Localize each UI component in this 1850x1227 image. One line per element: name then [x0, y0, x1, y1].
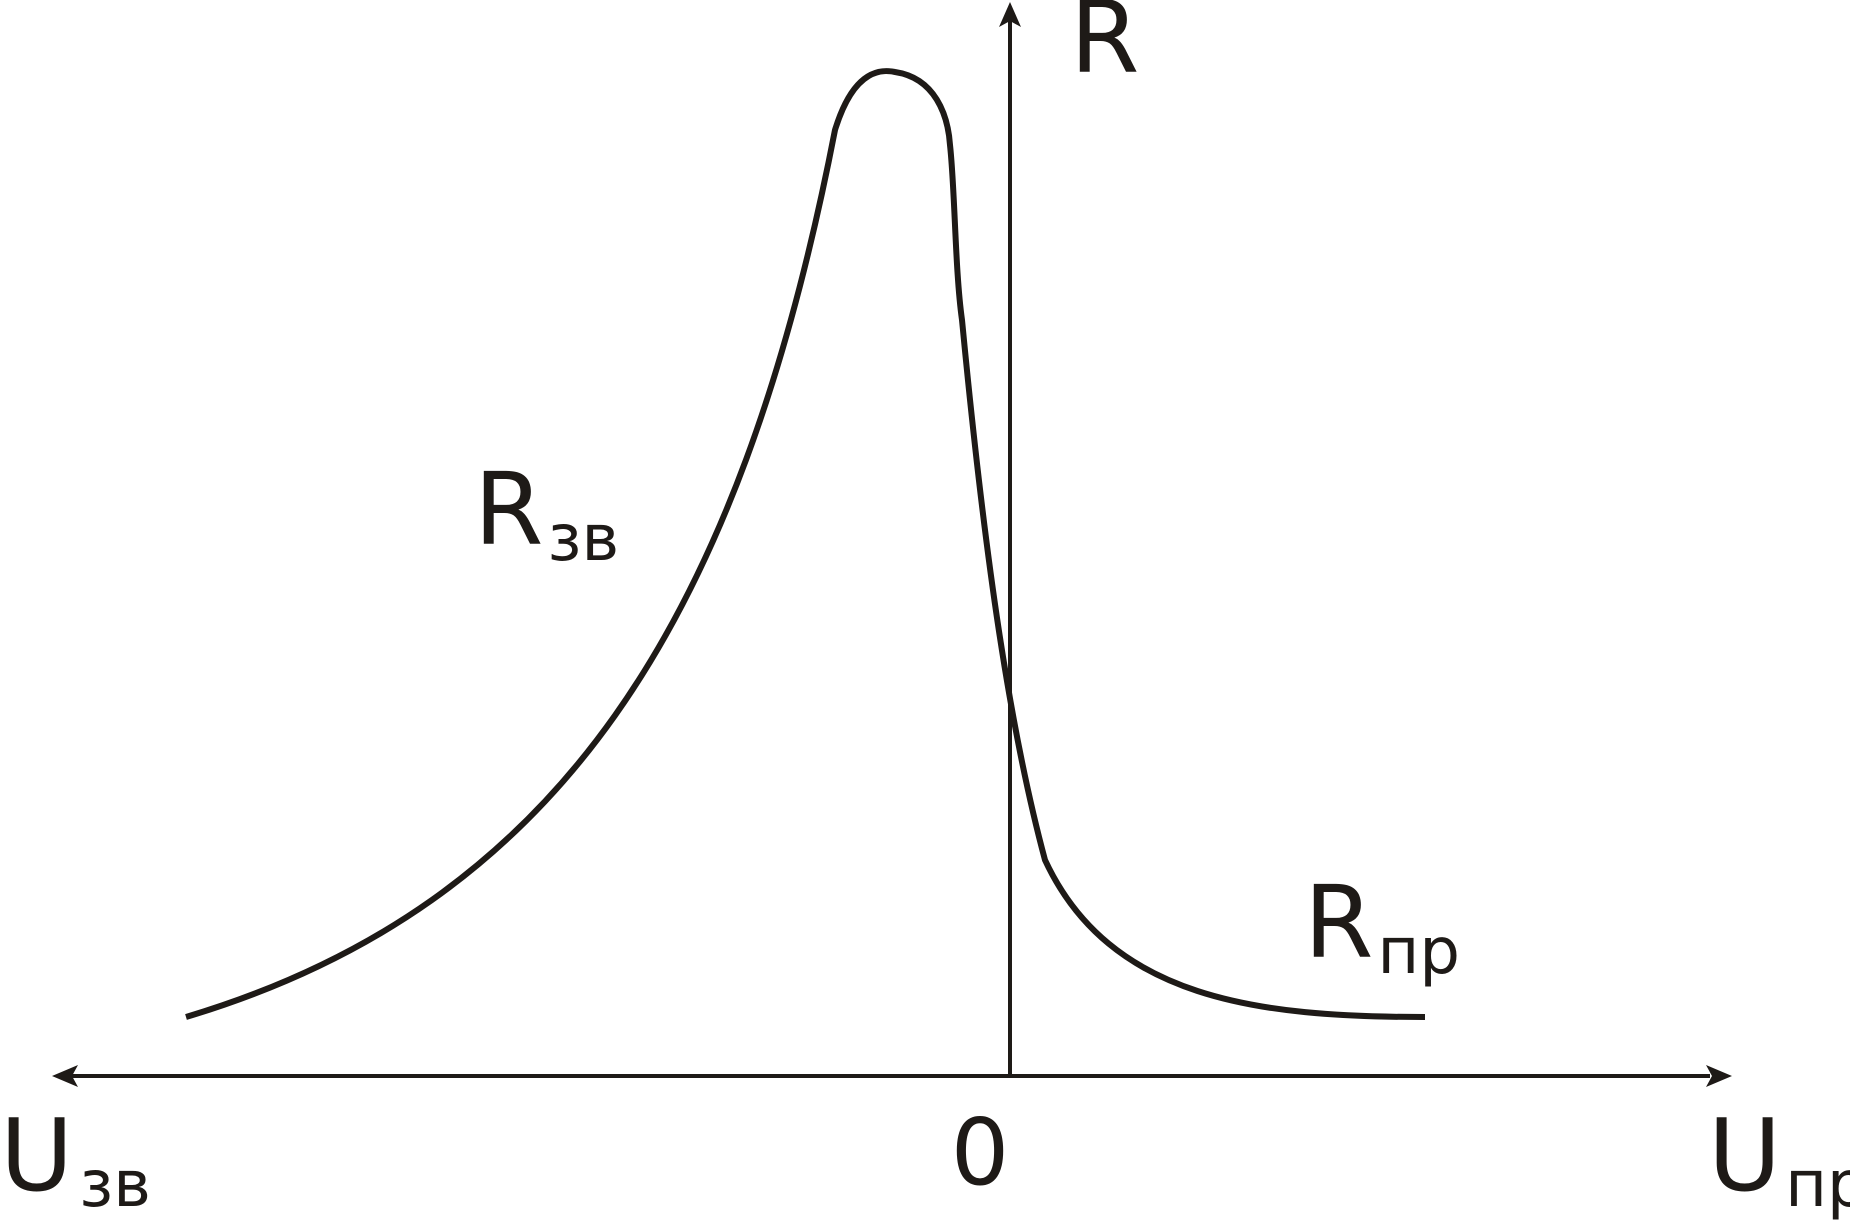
origin-label: 0: [951, 1099, 1010, 1206]
x-axis-left-label-main: U: [0, 1097, 73, 1214]
x-axis-left-arrowhead: [52, 1065, 78, 1087]
reverse-resistance-label-main: R: [474, 451, 543, 568]
x-axis-right-label: Uпр: [1708, 1097, 1850, 1222]
forward-resistance-label-main: R: [1304, 864, 1373, 981]
x-axis-right-label-sub: пр: [1785, 1148, 1850, 1222]
forward-resistance-label-sub: пр: [1377, 915, 1459, 989]
reverse-resistance-label: Rзв: [474, 451, 619, 576]
forward-resistance-label: Rпр: [1304, 864, 1460, 989]
reverse-resistance-label-sub: зв: [547, 502, 619, 576]
x-axis-left-label: Uзв: [0, 1097, 151, 1222]
y-axis-arrowhead: [999, 2, 1021, 27]
x-axis-right-arrowhead: [1706, 1065, 1732, 1087]
x-axis-right-label-main: U: [1708, 1097, 1781, 1214]
y-axis-label: R: [1070, 0, 1139, 96]
x-axis-left-label-sub: зв: [79, 1148, 151, 1222]
resistance-curve: [185, 68, 1426, 1020]
